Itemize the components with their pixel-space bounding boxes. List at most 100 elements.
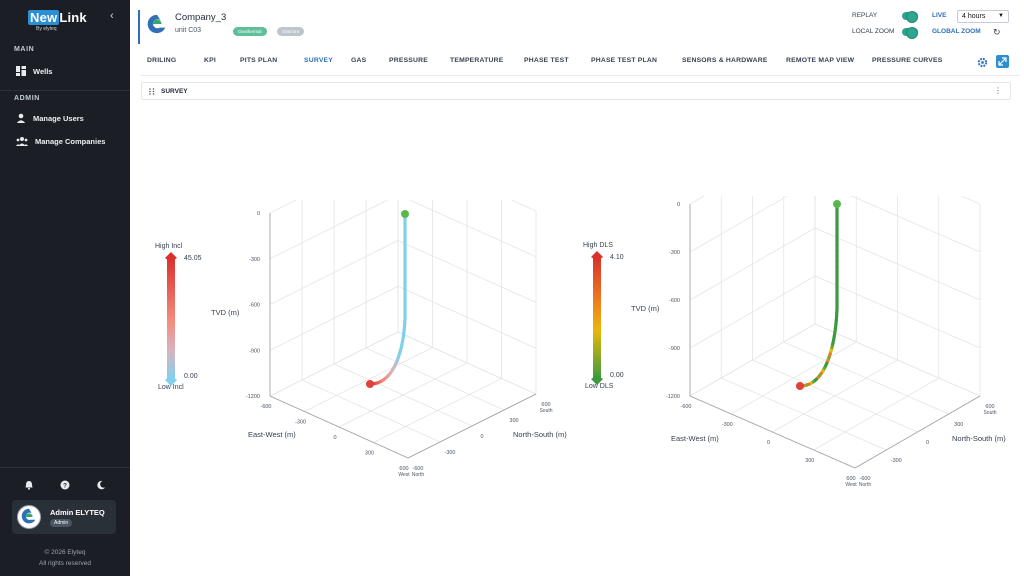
well-head-marker	[833, 200, 841, 208]
tab-pressure[interactable]: PRESSURE	[389, 57, 428, 64]
sidebar: New Link By elyteq ‹ MAIN Wells ADMIN Man…	[0, 0, 130, 576]
legend-min-incl: 0.00	[184, 373, 198, 380]
help-icon[interactable]: ?	[60, 480, 70, 490]
well-head-marker	[401, 210, 409, 218]
ns-start-label: North	[412, 472, 424, 478]
refresh-icon[interactable]: ↻	[993, 27, 1001, 37]
bell-icon[interactable]	[24, 480, 34, 490]
time-range-value: 4 hours	[962, 13, 986, 20]
ew-tick-label: 300	[365, 451, 374, 457]
incl-colorbar	[165, 252, 177, 386]
replay-label: REPLAY	[852, 12, 878, 19]
tab-phase-test[interactable]: PHASE TEST	[524, 57, 569, 64]
sidebar-item-wells[interactable]: Wells	[16, 66, 52, 76]
tvd-tick-label: -300	[669, 250, 680, 256]
ew-tick-label: 0	[767, 440, 770, 446]
chevron-down-icon: ▼	[998, 13, 1004, 19]
legend-high-dls: High DLS	[583, 242, 613, 249]
ew-tick-label: 300	[805, 458, 814, 464]
tab-sensors-hardware[interactable]: SENSORS & HARDWARE	[682, 57, 768, 64]
dls-well-trajectory	[796, 200, 841, 390]
moon-icon[interactable]	[96, 480, 106, 490]
tvd-tick-label: -600	[249, 303, 260, 309]
drag-handle-icon[interactable]	[149, 88, 155, 95]
ns-tick-label: -300	[444, 450, 455, 456]
ns-tick-label: -600	[859, 476, 870, 482]
section-admin: ADMIN	[14, 95, 40, 102]
tab-pits-plan[interactable]: PITS PLAN	[240, 57, 278, 64]
sidebar-divider	[0, 90, 130, 91]
unit-name: unit C03	[175, 27, 202, 34]
svg-text:?: ?	[63, 482, 67, 489]
tab-bar: DRILING KPI PITS PLAN SURVEY GAS PRESSUR…	[130, 50, 1024, 72]
tab-phase-test-plan[interactable]: PHASE TEST PLAN	[591, 57, 658, 64]
tvd-tick-label: -1200	[666, 394, 680, 400]
grid-line	[689, 275, 981, 349]
time-range-select[interactable]: 4 hours ▼	[957, 10, 1009, 23]
tab-pressure-curves[interactable]: PRESSURE CURVES	[872, 57, 943, 64]
collapse-sidebar-icon[interactable]: ‹	[110, 10, 114, 22]
sidebar-item-label: Manage Users	[33, 113, 84, 123]
ew-end-label: West	[845, 482, 857, 486]
ns-axis	[407, 393, 537, 459]
tab-temperature[interactable]: TEMPERATURE	[450, 57, 504, 64]
grid-line	[269, 331, 537, 397]
grid-line	[333, 363, 473, 427]
tab-gas[interactable]: GAS	[351, 57, 367, 64]
legend-high-incl: High Incl	[155, 243, 183, 250]
incl-ns-label: North-South (m)	[513, 430, 567, 439]
sidebar-divider	[0, 467, 130, 468]
header-accent	[138, 10, 140, 44]
ns-tick-label: 600	[541, 402, 550, 408]
colorbar-min-handle	[165, 376, 177, 386]
tab-driling[interactable]: DRILING	[147, 57, 177, 64]
user-icon	[16, 113, 26, 123]
ns-end-label: South	[983, 410, 996, 416]
incl-3d-plot[interactable]: 0-300-600-900-1200-600-3000300600West-60…	[230, 200, 570, 480]
legend-max-incl: 45.05	[184, 255, 202, 262]
logo-new: New	[28, 10, 60, 25]
grid-line	[783, 341, 949, 415]
local-zoom-toggle[interactable]	[902, 27, 918, 39]
tvd-tick-label: -900	[249, 348, 260, 354]
sidebar-item-manage-users[interactable]: Manage Users	[16, 113, 84, 123]
global-zoom-label[interactable]: GLOBAL ZOOM	[932, 28, 981, 35]
gear-icon[interactable]	[977, 57, 988, 68]
well-bottom-marker	[366, 380, 374, 388]
ns-tick-label: -300	[891, 458, 902, 464]
sidebar-item-manage-companies[interactable]: Manage Companies	[16, 136, 105, 146]
tab-kpi[interactable]: KPI	[204, 57, 216, 64]
ew-end-label: West	[398, 472, 410, 478]
grid-line	[689, 196, 981, 253]
grid-line	[269, 200, 537, 260]
grid-line	[269, 240, 537, 305]
user-role-badge: Admin	[50, 519, 73, 527]
grid-line	[365, 347, 505, 411]
survey-panel-header: SURVEY ⋮	[141, 82, 1011, 100]
tvd-tick-label: 0	[677, 202, 680, 208]
tvd-tick-label: -600	[669, 298, 680, 304]
expand-button[interactable]	[996, 55, 1009, 68]
colorbar-min-handle	[591, 375, 603, 385]
legend-max-dls: 4.10	[610, 254, 624, 261]
ns-tick-label: 300	[954, 422, 963, 428]
ns-tick-label: 600	[985, 404, 994, 410]
dashboard-icon	[16, 66, 26, 76]
ew-tick-label: 600	[399, 466, 408, 472]
dls-colorbar	[591, 251, 603, 385]
tvd-tick-label: -900	[669, 346, 680, 352]
user-name: Admin ELYTEQ	[50, 508, 105, 517]
colorbar-max-handle	[591, 251, 603, 261]
dls-3d-plot[interactable]: 0-300-600-900-1200-600-3000300600West-60…	[660, 196, 1010, 486]
grid-line	[689, 227, 981, 301]
newlink-logo[interactable]: New Link By elyteq	[28, 10, 87, 32]
user-card[interactable]: Admin ELYTEQ Admin	[12, 500, 116, 534]
more-options-icon[interactable]: ⋮	[994, 86, 1002, 95]
logo-sub: By elyteq	[36, 26, 57, 32]
dls-tvd-label: TVD (m)	[631, 304, 660, 313]
tab-survey[interactable]: SURVEY	[304, 57, 334, 64]
tab-remote-map-view[interactable]: REMOTE MAP VIEW	[786, 57, 855, 64]
ew-tick-label: -600	[680, 404, 691, 410]
replay-toggle[interactable]	[902, 11, 918, 23]
ns-axis	[854, 395, 981, 469]
